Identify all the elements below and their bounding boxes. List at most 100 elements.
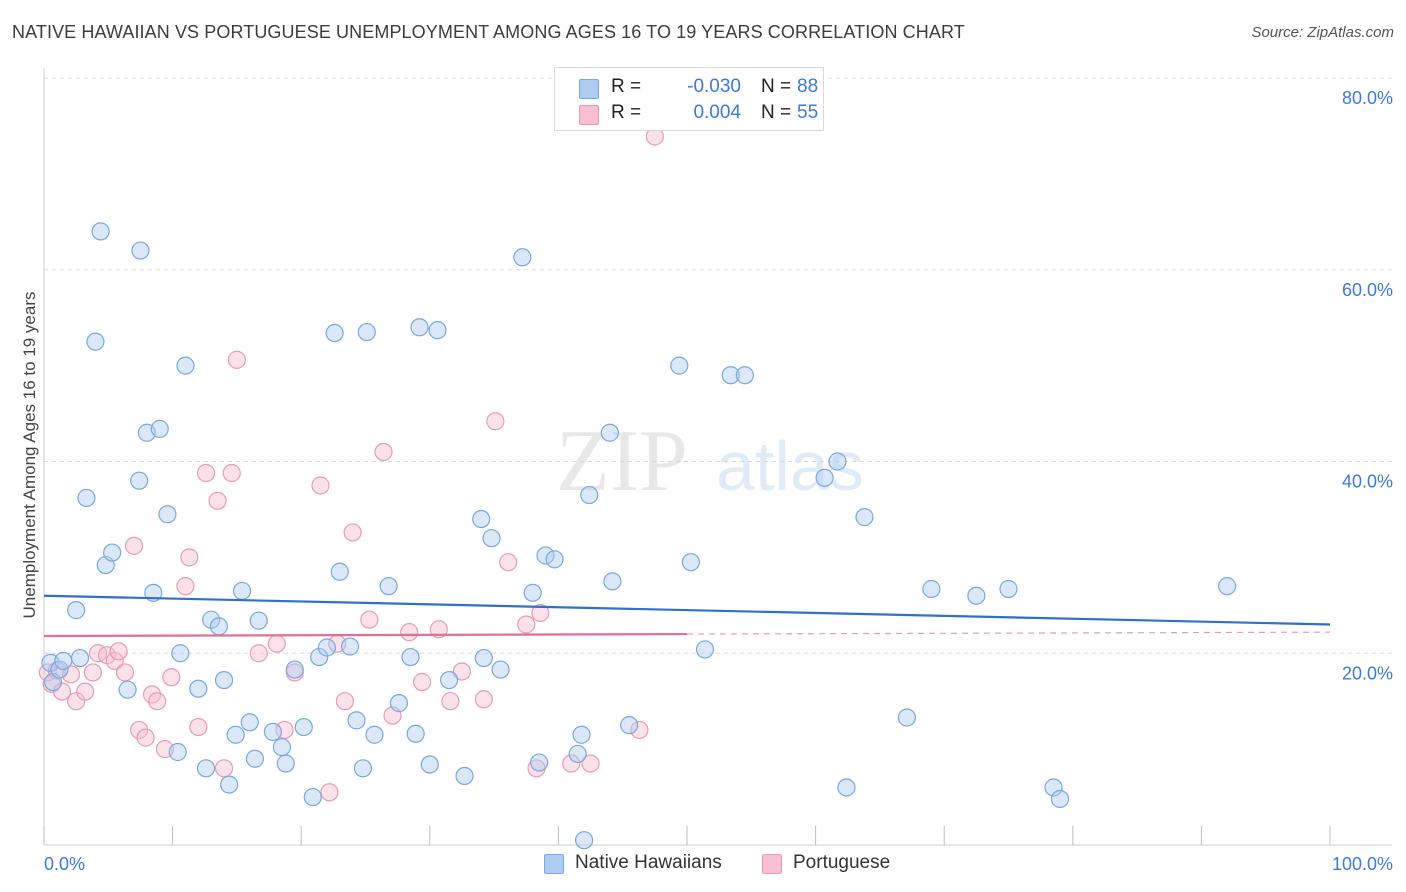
data-point-portuguese bbox=[474, 690, 493, 709]
data-point-native-hawaiians bbox=[603, 572, 622, 591]
data-point-native-hawaiians bbox=[214, 670, 234, 690]
data-point-native-hawaiians bbox=[171, 644, 190, 663]
data-point-native-hawaiians bbox=[379, 577, 398, 596]
chart-source: Source: ZipAtlas.com bbox=[1251, 24, 1394, 41]
data-point-portuguese bbox=[196, 463, 216, 483]
data-point-portuguese bbox=[360, 610, 379, 629]
watermark: ZIP atlas bbox=[556, 413, 864, 510]
data-point-native-hawaiians bbox=[568, 744, 587, 764]
legend-n-value: 88 bbox=[797, 76, 819, 97]
data-point-native-hawaiians bbox=[276, 754, 295, 773]
data-point-native-hawaiians bbox=[410, 318, 429, 337]
data-point-native-hawaiians bbox=[176, 356, 195, 375]
data-point-native-hawaiians bbox=[240, 713, 259, 732]
data-point-portuguese bbox=[486, 412, 505, 431]
data-point-native-hawaiians bbox=[491, 660, 510, 679]
watermark-zip: ZIP bbox=[556, 413, 688, 510]
data-point-native-hawaiians bbox=[721, 366, 740, 385]
y-tick-label: 80.0% bbox=[1342, 88, 1393, 108]
data-point-portuguese bbox=[189, 717, 208, 737]
data-point-portuguese bbox=[311, 476, 330, 495]
data-point-portuguese bbox=[320, 783, 339, 802]
data-point-portuguese bbox=[441, 692, 460, 711]
data-point-portuguese bbox=[400, 623, 419, 642]
data-point-native-hawaiians bbox=[620, 716, 639, 735]
data-point-portuguese bbox=[452, 662, 472, 681]
data-point-native-hawaiians bbox=[294, 717, 313, 737]
data-point-native-hawaiians bbox=[474, 648, 493, 668]
data-point-portuguese bbox=[109, 642, 128, 661]
stats-legend: R = -0.030 N = 88 R = 0.004 N = 55 bbox=[554, 67, 824, 131]
gridlines bbox=[44, 77, 1392, 654]
data-point-native-hawaiians bbox=[263, 722, 283, 741]
trend-line-portuguese bbox=[43, 632, 688, 638]
data-point-portuguese bbox=[136, 728, 155, 747]
y-axis-label: Unemployment Among Ages 16 to 19 years bbox=[20, 291, 39, 619]
data-point-portuguese bbox=[222, 463, 241, 483]
data-point-native-hawaiians bbox=[401, 647, 420, 667]
data-point-native-hawaiians bbox=[365, 725, 384, 744]
data-point-native-hawaiians bbox=[249, 611, 268, 630]
data-point-portuguese bbox=[499, 553, 518, 572]
data-point-native-hawaiians bbox=[545, 550, 564, 569]
data-point-native-hawaiians bbox=[54, 651, 73, 671]
data-point-native-hawaiians bbox=[897, 708, 917, 727]
y-tick-label: 60.0% bbox=[1342, 280, 1393, 300]
data-point-native-hawaiians bbox=[580, 485, 599, 505]
y-tick-label: 40.0% bbox=[1342, 472, 1393, 492]
tick-labels: 20.0% 40.0% 60.0% 80.0% 0.0% 100.0% bbox=[44, 88, 1393, 874]
data-point-native-hawaiians bbox=[1044, 778, 1063, 797]
data-point-portuguese bbox=[517, 615, 536, 634]
data-point-portuguese bbox=[115, 663, 135, 682]
data-point-native-hawaiians bbox=[406, 724, 425, 743]
legend-r-label: R = bbox=[611, 76, 642, 97]
x-tick-label: 0.0% bbox=[44, 854, 85, 874]
x-tick-label: 100.0% bbox=[1332, 854, 1393, 874]
data-point-native-hawaiians bbox=[220, 775, 239, 794]
data-point-portuguese bbox=[176, 577, 195, 596]
data-point-native-hawaiians bbox=[150, 419, 169, 439]
data-point-native-hawaiians bbox=[455, 766, 474, 786]
data-point-portuguese bbox=[275, 720, 294, 740]
data-point-native-hawaiians bbox=[575, 831, 594, 850]
data-point-native-hawaiians bbox=[472, 509, 491, 529]
data-point-native-hawaiians bbox=[86, 332, 105, 351]
data-point-portuguese bbox=[267, 634, 286, 653]
y-tick-label: 20.0% bbox=[1342, 663, 1393, 683]
data-point-native-hawaiians bbox=[536, 546, 555, 565]
data-point-native-hawaiians bbox=[439, 670, 459, 690]
legend-label: Portuguese bbox=[793, 852, 891, 873]
data-point-portuguese bbox=[208, 491, 227, 510]
legend-r-label: R = bbox=[611, 102, 642, 123]
data-point-native-hawaiians bbox=[572, 725, 591, 744]
legend-n-label: N = bbox=[761, 102, 792, 123]
data-point-native-hawaiians bbox=[600, 423, 619, 442]
data-point-native-hawaiians bbox=[967, 586, 986, 605]
data-point-native-hawaiians bbox=[428, 321, 447, 340]
data-point-native-hawaiians bbox=[837, 778, 856, 797]
data-point-native-hawaiians bbox=[131, 241, 150, 260]
data-point-native-hawaiians bbox=[330, 562, 349, 581]
data-point-native-hawaiians bbox=[357, 322, 376, 342]
data-point-native-hawaiians bbox=[168, 742, 187, 762]
legend-swatch-blue bbox=[544, 854, 564, 874]
data-point-native-hawaiians bbox=[70, 648, 90, 668]
data-point-native-hawaiians bbox=[681, 553, 700, 572]
data-point-native-hawaiians bbox=[77, 488, 96, 508]
data-point-native-hawaiians bbox=[303, 787, 322, 807]
data-point-native-hawaiians bbox=[999, 579, 1018, 599]
data-point-native-hawaiians bbox=[513, 248, 532, 267]
data-point-native-hawaiians bbox=[530, 753, 549, 772]
data-point-portuguese bbox=[412, 672, 432, 692]
trend-line-portuguese-extension bbox=[686, 631, 1331, 635]
data-point-native-hawaiians bbox=[347, 711, 366, 730]
data-point-native-hawaiians bbox=[695, 640, 715, 659]
data-point-portuguese bbox=[214, 759, 234, 778]
data-point-native-hawaiians bbox=[828, 452, 847, 471]
data-point-native-hawaiians bbox=[482, 529, 501, 548]
data-point-native-hawaiians bbox=[1218, 577, 1237, 596]
series-native-hawaiians bbox=[41, 222, 1237, 850]
data-point-portuguese bbox=[343, 523, 362, 542]
data-point-native-hawaiians bbox=[130, 471, 149, 490]
